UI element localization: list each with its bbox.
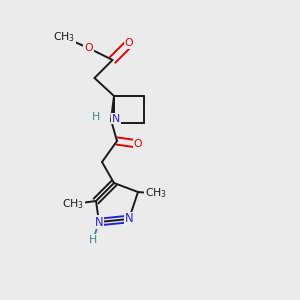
Text: O: O — [125, 38, 133, 49]
Text: O: O — [134, 139, 142, 149]
Text: CH$_3$: CH$_3$ — [53, 31, 76, 44]
Text: H: H — [92, 112, 100, 122]
Text: CH$_3$: CH$_3$ — [145, 187, 167, 200]
Text: O: O — [84, 43, 93, 53]
Text: N: N — [95, 215, 103, 229]
Text: H: H — [89, 235, 97, 245]
Text: N: N — [125, 212, 133, 226]
Text: N: N — [112, 113, 121, 124]
Text: CH$_3$: CH$_3$ — [62, 197, 85, 211]
